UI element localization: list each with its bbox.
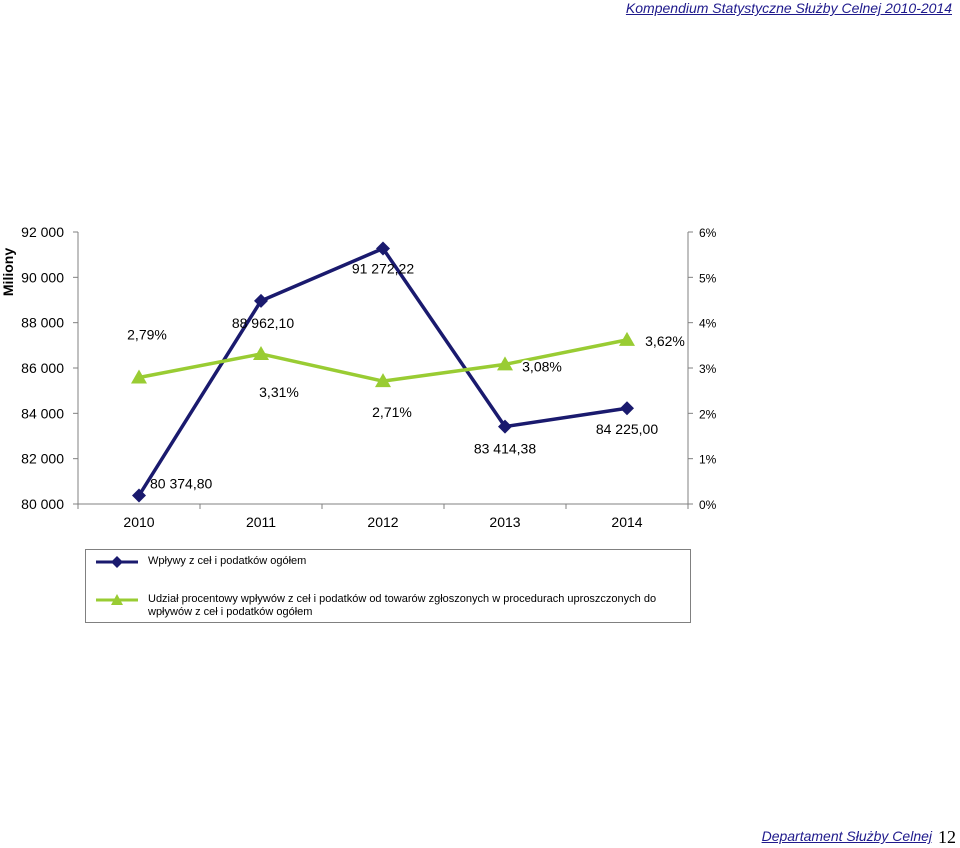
legend-label-share: Udział procentowy wpływów z ceł i podatk… [148,593,657,618]
x-tick-label: 2014 [611,514,642,530]
revenue-point [132,488,146,503]
revenue-point [498,419,512,434]
right-tick-label: 0% [699,498,717,512]
right-y-axis: 0% 1% 2% 3% 4% 5% 6% [688,226,717,512]
share-point [375,373,391,388]
revenue-point [620,401,634,416]
revenue-data-label: 83 414,38 [474,441,536,457]
left-tick-label: 86 000 [21,360,64,376]
share-data-label: 2,71% [372,404,412,420]
left-tick-label: 84 000 [21,405,64,421]
right-tick-label: 2% [699,407,717,421]
series-lines [131,241,635,503]
share-point [253,345,269,360]
right-tick-label: 1% [699,453,717,467]
share-data-label: 2,79% [127,327,167,343]
chart: 80 000 82 000 84 000 86 000 88 000 90 000 92 0… [0,224,717,530]
legend-label-revenue: Wpływy z ceł i podatków ogółem [148,555,307,567]
x-tick-label: 2013 [489,514,520,530]
document-header-title: Kompendium Statystyczne Służby Celnej 20… [625,0,952,16]
right-tick-label: 5% [699,271,717,285]
revenue-point [376,241,390,256]
x-tick-label: 2010 [123,514,154,530]
revenue-data-label: 91 272,22 [352,260,414,276]
revenue-point [254,293,268,308]
series-data-labels: 80 374,80 88 962,10 91 272,22 83 414,38 84 2… [127,260,685,491]
revenue-data-label: 84 225,00 [596,421,658,437]
x-tick-label: 2011 [246,514,276,530]
left-y-axis: 80 000 82 000 84 000 86 000 88 000 90 000 92 0… [21,224,78,512]
share-point [131,369,147,384]
left-y-axis-label: Miliony [0,248,16,296]
share-point [619,331,635,346]
legend-swatch-revenue [96,556,138,568]
left-tick-label: 88 000 [21,315,64,331]
revenue-data-label: 80 374,80 [150,476,212,492]
x-tick-label: 2012 [367,514,398,530]
legend-swatch-share [96,594,138,605]
right-tick-label: 6% [699,226,717,240]
share-data-label: 3,31% [259,384,299,400]
right-tick-label: 4% [699,317,717,331]
left-tick-label: 80 000 [21,496,64,512]
page-number: 12 [938,827,956,847]
footer-department: Departament Służby Celnej [761,828,932,844]
revenue-data-label: 88 962,10 [232,315,294,331]
right-tick-label: 3% [699,362,717,376]
left-tick-label: 92 000 [21,224,64,240]
share-point [497,356,513,371]
left-tick-label: 82 000 [21,451,64,467]
share-data-label: 3,08% [522,358,562,374]
chart-legend: Wpływy z ceł i podatków ogółem Udział pr… [85,549,691,623]
share-data-label: 3,62% [645,333,685,349]
left-tick-label: 90 000 [21,269,64,285]
x-axis: 2010 2011 2012 2013 2014 [77,504,689,530]
